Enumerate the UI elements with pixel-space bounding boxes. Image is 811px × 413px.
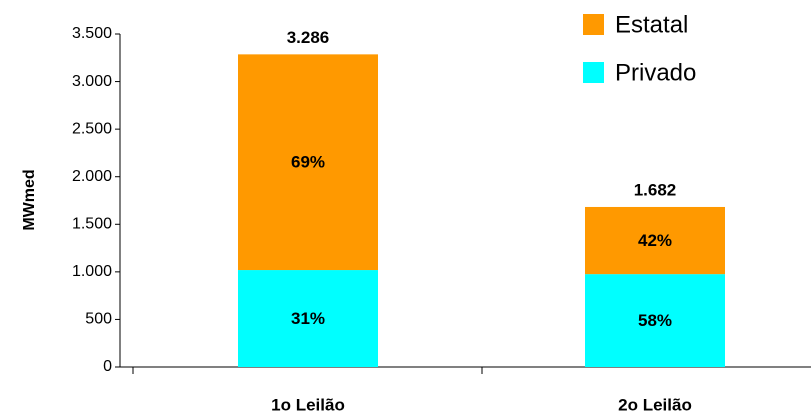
bar-segment [585,206,725,275]
share-label: 58% [638,311,672,330]
y-tick-label: 2.000 [72,168,112,185]
y-tick-label: 2.500 [72,120,112,137]
y-tick-label: 3.000 [72,73,112,90]
x-tick-label: 1o Leilão [271,395,345,413]
y-tick-label: 1.000 [72,263,112,280]
share-label: 42% [638,231,672,250]
y-tick-label: 3.500 [72,25,112,42]
total-label: 3.286 [287,28,330,47]
bar-segment [585,274,725,367]
y-tick-label: 1.500 [72,216,112,233]
legend-label: Estatal [615,11,688,38]
share-label: 31% [291,309,325,328]
legend-swatch [583,62,604,83]
legend-label: Privado [615,59,696,86]
y-axis-label: MWmed [21,169,38,230]
bar-segment [238,270,378,367]
x-tick-label: 2o Leilão [618,395,692,413]
y-tick-label: 0 [103,358,112,375]
y-tick-label: 500 [85,311,112,328]
bar-segment [238,54,378,271]
share-label: 69% [291,153,325,172]
legend-swatch [583,14,604,35]
total-label: 1.682 [634,180,677,199]
